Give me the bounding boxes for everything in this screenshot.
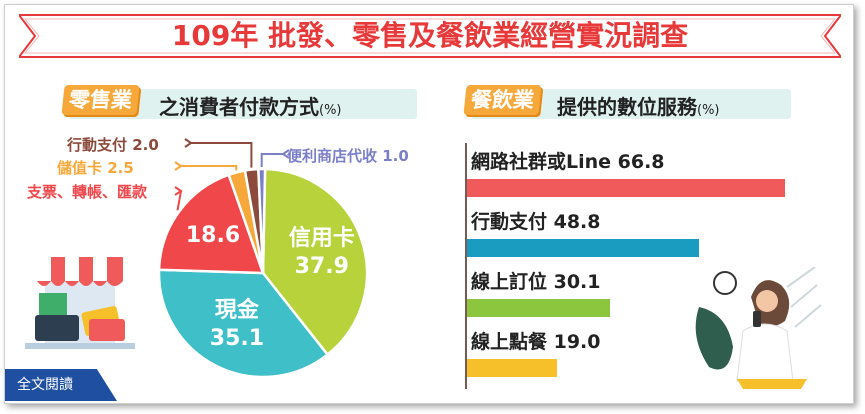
pie-leader-line-3 [176,190,182,211]
bar-2 [467,239,700,257]
pie-slice-value: 18.6 [185,223,241,249]
person-illustration [695,267,822,389]
pie-chart [157,138,369,379]
pie-leader-arrow-3 [174,186,183,196]
read-all-button[interactable]: 全文閱讀 [5,369,117,401]
shop-illustration [25,257,135,349]
right-heading-unit: (%) [697,103,720,118]
right-heading: 提供的數位服務(%) [557,91,720,120]
page-title: 109年 批發、零售及餐飲業經營實況調查 [171,19,689,52]
pie-slice-1 [261,167,369,357]
right-heading-text: 提供的數位服務 [557,95,697,119]
pie-outside-label-6: 便利商店代收 1.0 [287,147,409,165]
bar-4 [467,359,558,377]
pie-outside-label-4: 儲值卡 2.5 [57,159,134,177]
pie-slice-2 [157,268,330,379]
pie-slice-name: 現金 [214,297,259,323]
pie-leader-arrow-6 [281,149,290,159]
left-heading-text: 之消費者付款方式 [159,95,319,119]
pie-slice-label-1: 信用卡 37.9 [272,225,372,281]
pie-slice-6 [257,167,267,274]
pie-leader-arrow-5 [184,138,193,148]
pie-leader-arrow-4 [174,161,183,171]
bar-label-2: 行動支付 48.8 [471,211,601,233]
pie-outside-label-5: 行動支付 2.0 [67,136,159,154]
left-heading: 之消費者付款方式(%) [159,91,342,120]
pie-outside-label-3: 支票、轉帳、匯款 [27,183,148,201]
title-ribbon: 109年 批發、零售及餐飲業經營實況調查 [19,11,841,61]
pie-leader-line-5 [191,142,253,168]
bar-1 [467,179,785,197]
pie-slice-label-2: 現金 35.1 [187,297,287,353]
bar-axis-line [465,143,467,389]
left-heading-unit: (%) [319,103,342,118]
infographic-frame: 109年 批發、零售及餐飲業經營實況調查 零售業 之消費者付款方式(%) 餐飲業… [4,4,854,404]
pie-slice-name: 信用卡 [288,226,355,252]
ribbon-shape [19,14,841,58]
bar-label-3: 線上訂位 30.1 [471,271,601,293]
pie-leader-line-6 [260,153,283,168]
bar-3 [467,299,611,317]
bar-label-1: 網路社群或Line 66.8 [471,151,665,173]
pie-leader-line-4 [181,165,238,171]
bar-label-4: 線上點餐 19.0 [471,331,601,353]
pie-slice-label-3: 18.6 [163,222,263,250]
pie-slice-value: 37.9 [294,254,349,280]
pie-slice-value: 35.1 [209,325,265,351]
